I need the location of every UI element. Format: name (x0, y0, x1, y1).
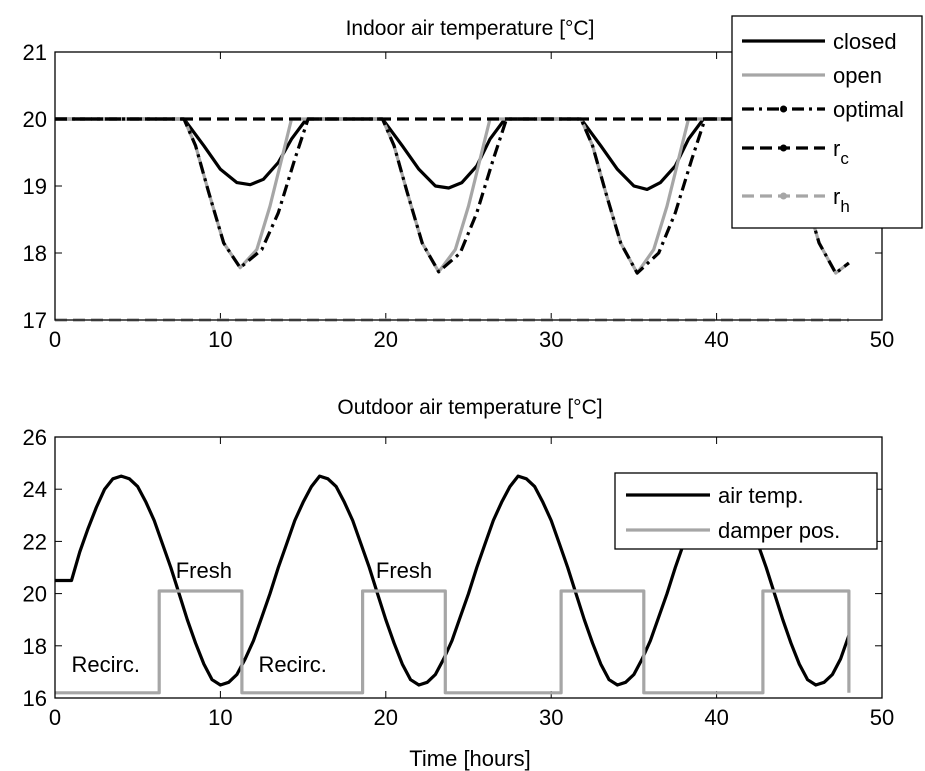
legend-label: optimal (833, 97, 904, 122)
x-tick-label: 30 (539, 327, 563, 352)
legend-label: air temp. (718, 483, 804, 508)
indoor-chart-title: Indoor air temperature [°C] (346, 17, 595, 40)
y-tick-label: 20 (23, 107, 47, 132)
y-tick-label: 18 (23, 241, 47, 266)
x-tick-label: 10 (208, 705, 232, 730)
outdoor-chart-title: Outdoor air temperature [°C] (337, 396, 602, 419)
x-tick-label: 0 (49, 327, 61, 352)
legend-marker (780, 105, 787, 113)
legend-box (614, 472, 878, 550)
series-line-damper-pos- (55, 589, 851, 695)
outdoor-temperature-chart: Outdoor air temperature [°C] 0 10 20 30 40 50… (23, 396, 895, 771)
y-tick-label: 26 (23, 425, 47, 450)
x-tick-label: 0 (49, 705, 61, 730)
legend-label: closed (833, 29, 897, 54)
legend-subscript: c (840, 149, 849, 168)
indoor-temperature-chart: Indoor air temperature [°C] 0 10 20 30 40 50 1… (23, 15, 923, 352)
legend-marker (780, 192, 787, 200)
x-tick-label: 20 (374, 327, 398, 352)
y-tick-label: 16 (23, 686, 47, 711)
x-tick-label: 40 (704, 327, 728, 352)
legend-label: open (833, 63, 882, 88)
y-tick-label: 22 (23, 529, 47, 554)
y-tick-label: 24 (23, 477, 47, 502)
outdoor-axes-box (54, 436, 883, 699)
x-tick-label: 10 (208, 327, 232, 352)
legend-box (731, 15, 923, 229)
legend-subscript: h (840, 197, 849, 216)
y-tick-label: 17 (23, 308, 47, 333)
outdoor-legend: air temp. damper pos. (614, 472, 878, 550)
x-tick-label: 50 (870, 327, 894, 352)
series-line-optimal (55, 117, 850, 275)
annotation-label: Fresh (376, 558, 432, 583)
y-tick-label: 19 (23, 174, 47, 199)
annotation-label: Fresh (176, 558, 232, 583)
x-tick-label: 20 (374, 705, 398, 730)
legend-marker (780, 144, 787, 152)
annotation-label: Recirc. (72, 652, 140, 677)
x-tick-label: 40 (704, 705, 728, 730)
x-tick-label: 50 (870, 705, 894, 730)
y-tick-label: 21 (23, 40, 47, 65)
series-line-open (55, 117, 850, 275)
annotation-label: Recirc. (258, 652, 326, 677)
x-tick-label: 30 (539, 705, 563, 730)
y-tick-label: 20 (23, 582, 47, 607)
y-tick-label: 18 (23, 634, 47, 659)
legend-label: damper pos. (718, 518, 840, 543)
series-line-closed (55, 117, 850, 191)
x-axis-label: Time [hours] (409, 746, 530, 771)
